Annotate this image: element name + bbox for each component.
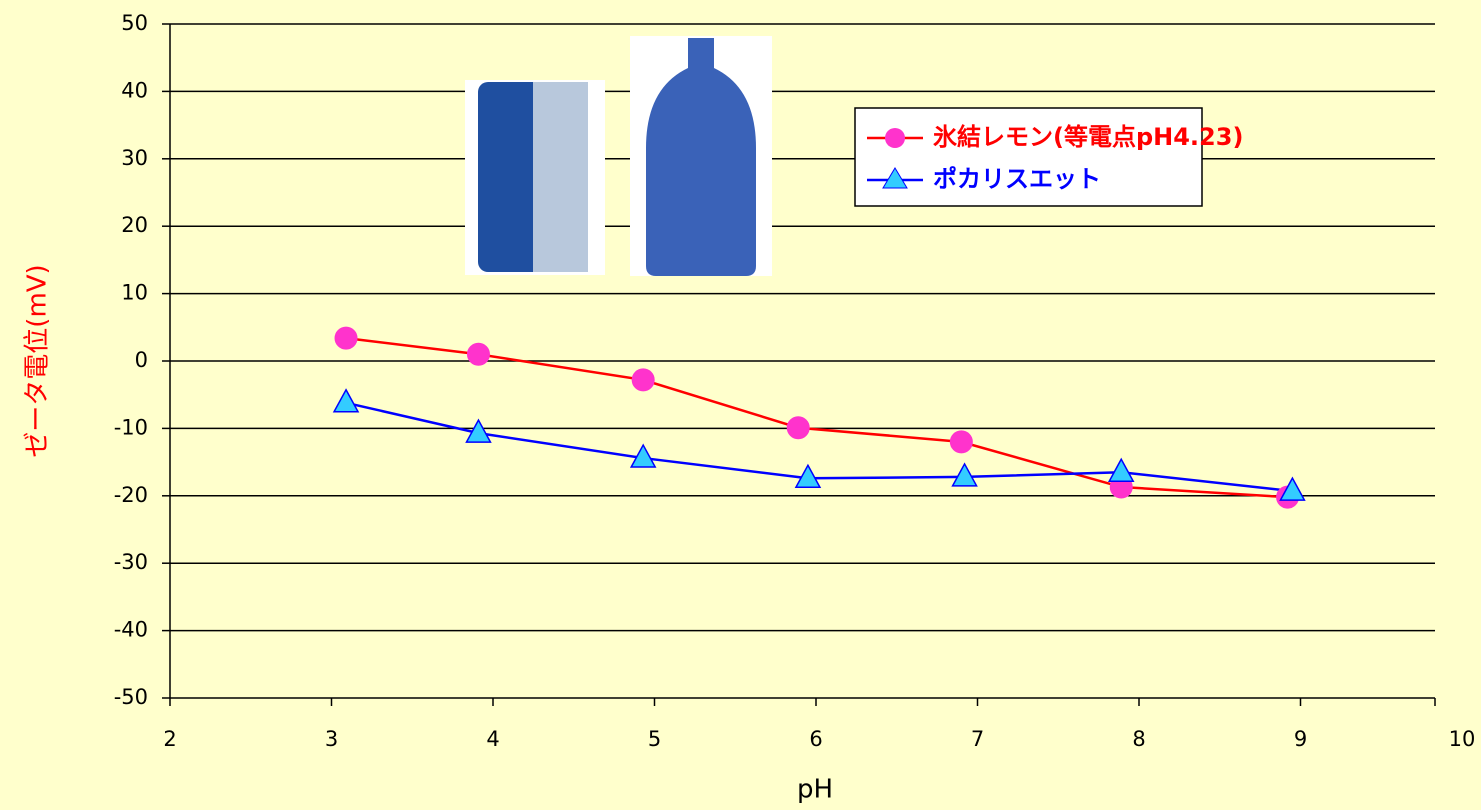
y-tick-label: 30 [121,146,148,170]
y-tick-label: 20 [121,213,148,237]
y-tick-label: 0 [135,348,148,372]
y-tick-label: -40 [114,618,148,642]
legend-box [854,107,1203,207]
can-image-panel [533,82,588,272]
data-point [629,443,657,468]
data-point [1279,476,1306,501]
y-tick-label: -50 [114,685,148,709]
x-tick-label: 2 [163,727,176,751]
x-tick-label: 10 [1449,727,1476,751]
legend-marker [885,128,905,148]
product-images [465,36,772,276]
y-tick-label: 40 [121,78,148,102]
y-tick-label: 10 [121,281,148,305]
x-tick-label: 9 [1294,727,1307,751]
y-tick-label: -10 [114,415,148,439]
data-point [1107,457,1135,482]
y-axis-label: ゼータ電位(mV) [23,264,53,457]
legend-marker [882,167,908,189]
data-point [465,418,492,443]
data-point [949,430,973,454]
y-tick-label: 50 [121,11,148,35]
x-axis-label: pH [797,775,833,805]
data-point [631,368,655,392]
bottle-image [646,38,756,276]
data-point [466,342,490,366]
legend-label: ポカリスエット [933,165,1101,193]
data-point [334,326,358,350]
x-tick-label: 3 [325,727,338,751]
data-point [794,463,822,489]
x-tick-label: 5 [648,727,661,751]
x-tick-label: 4 [486,727,499,751]
x-tick-label: 7 [971,727,984,751]
legend-label: 氷結レモン(等電点pH4.23) [933,123,1243,151]
data-point [786,416,810,440]
data-point [951,462,978,487]
x-tick-label: 6 [809,727,822,751]
x-tick-label: 8 [1132,727,1145,751]
data-point [332,388,360,413]
y-tick-label: -30 [114,550,148,574]
y-tick-label: -20 [114,483,148,507]
